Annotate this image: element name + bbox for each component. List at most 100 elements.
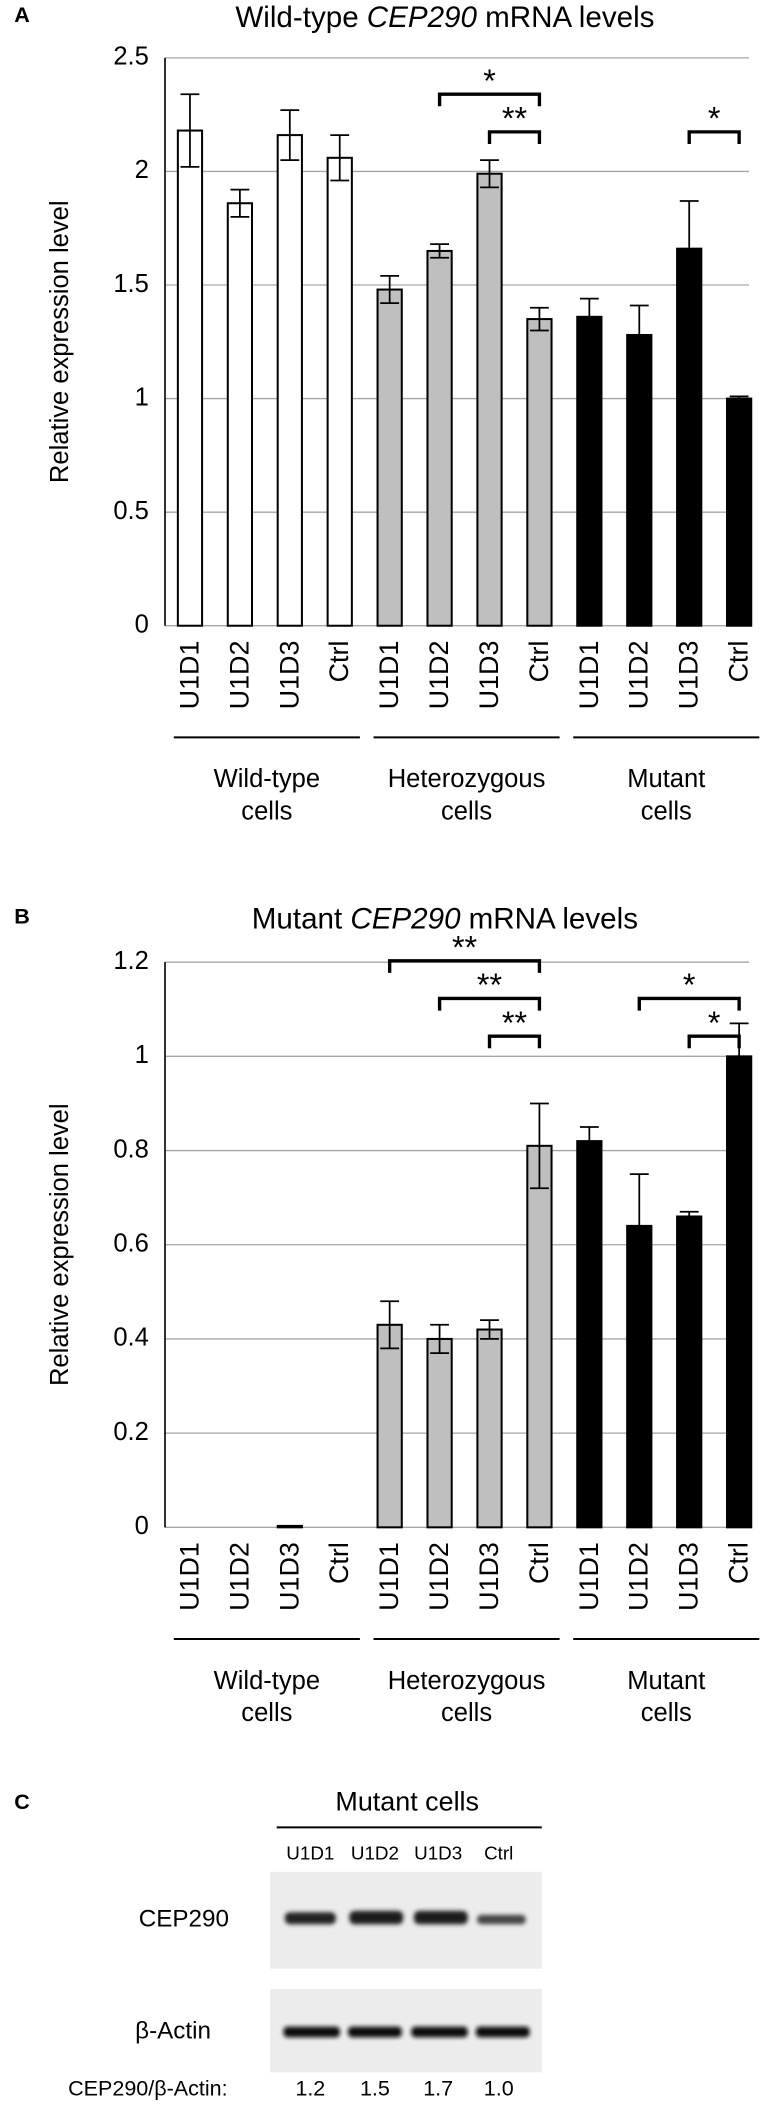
group-label: cells xyxy=(641,798,692,826)
error-bar xyxy=(729,395,749,402)
y-tick-label: 0 xyxy=(135,1512,149,1540)
y-axis-label: Relative expression level xyxy=(46,1103,74,1386)
error-bar xyxy=(530,1102,549,1190)
bar xyxy=(726,397,753,627)
error-bar xyxy=(679,1210,699,1223)
bar xyxy=(426,1337,453,1529)
band xyxy=(349,1910,404,1925)
x-tick-label: U1D1 xyxy=(174,641,204,710)
bar xyxy=(476,1328,503,1529)
y-tick-label: 1.5 xyxy=(113,270,149,298)
y-axis-label: Relative expression level xyxy=(46,201,74,484)
y-tick-label: 0 xyxy=(135,610,149,638)
significance-label: ** xyxy=(477,967,503,1003)
y-tick-label: 1 xyxy=(135,383,149,411)
x-tick-label: U1D3 xyxy=(674,1542,704,1611)
lane-label: U1D1 xyxy=(286,1842,334,1863)
significance-bracket xyxy=(487,130,542,144)
row-label: β-Actin xyxy=(135,2017,211,2044)
x-tick-label: Ctrl xyxy=(324,641,354,683)
title-part: mRNA levels xyxy=(485,1,654,34)
band xyxy=(475,2026,530,2038)
error-bar xyxy=(579,1126,599,1157)
x-tick-label: U1D2 xyxy=(224,641,254,710)
lane-label: U1D3 xyxy=(414,1842,462,1863)
x-tick-label: U1D1 xyxy=(574,1542,604,1611)
blot-title: Mutant cells xyxy=(335,1786,479,1816)
significance-bracket xyxy=(437,92,542,107)
y-tick-label: 0.5 xyxy=(113,497,149,525)
x-tick-label: U1D2 xyxy=(424,641,454,710)
significance-label: * xyxy=(483,63,496,99)
bar xyxy=(376,1323,403,1529)
significance-bracket xyxy=(687,1034,741,1049)
bar xyxy=(176,129,204,627)
group-label: Wild-type xyxy=(214,1667,320,1695)
ratio-value: 1.2 xyxy=(295,2077,325,2101)
x-tick-label: U1D2 xyxy=(424,1542,454,1611)
significance-bracket xyxy=(437,996,542,1011)
error-bar xyxy=(330,134,350,182)
error-bar xyxy=(430,243,450,259)
significance-label: ** xyxy=(502,1005,528,1041)
x-tick-label: U1D1 xyxy=(374,641,404,710)
group-label: Heterozygous xyxy=(388,1667,546,1695)
significance-label: * xyxy=(683,967,696,1003)
error-bar xyxy=(679,200,699,298)
group-label: cells xyxy=(441,1699,492,1727)
significance-bracket xyxy=(387,959,542,973)
group-label: Mutant xyxy=(627,1667,705,1695)
significance-bracket xyxy=(637,996,741,1011)
group-label: Heterozygous xyxy=(388,765,546,793)
significance-bracket xyxy=(687,130,741,144)
ratio-label: CEP290/β-Actin: xyxy=(68,2077,227,2101)
y-tick-label: 0.2 xyxy=(113,1418,149,1446)
group-label: cells xyxy=(641,1699,692,1727)
chart-title: Mutant CEP290 mRNA levels xyxy=(252,902,638,935)
error-bar xyxy=(480,159,499,189)
bar xyxy=(426,249,453,627)
chart-title: Wild-type CEP290 mRNA levels xyxy=(235,1,654,34)
group-label: Mutant xyxy=(627,765,705,793)
bar xyxy=(676,1215,703,1529)
bar xyxy=(676,247,703,627)
x-tick-label: Ctrl xyxy=(724,1542,754,1584)
significance-label: ** xyxy=(502,101,528,137)
title-part: Wild-type xyxy=(235,1,358,34)
bar xyxy=(226,202,254,627)
bands xyxy=(283,1910,530,2038)
bar xyxy=(326,156,353,627)
bar xyxy=(576,1140,603,1529)
y-tick-label: 0.8 xyxy=(113,1135,149,1163)
significance-label: ** xyxy=(452,930,478,966)
y-tick-label: 1.2 xyxy=(113,947,149,975)
bar xyxy=(576,315,603,627)
significance-label: * xyxy=(708,1005,721,1041)
x-tick-label: U1D3 xyxy=(274,1542,304,1611)
error-bar xyxy=(629,304,649,366)
y-tick-label: 2.5 xyxy=(113,43,149,71)
significance-bracket xyxy=(487,1034,542,1049)
error-bar xyxy=(230,188,250,218)
bar xyxy=(526,1144,553,1529)
bar xyxy=(476,172,503,627)
significance-label: * xyxy=(708,101,721,137)
ratio-value: 1.7 xyxy=(423,2077,453,2101)
ratio-value: 1.0 xyxy=(484,2077,514,2101)
x-tick-label: U1D1 xyxy=(174,1542,204,1611)
error-bar xyxy=(380,1300,400,1350)
bar xyxy=(526,318,553,627)
x-tick-label: Ctrl xyxy=(724,641,754,683)
band xyxy=(411,2026,468,2038)
x-tick-label: U1D2 xyxy=(624,641,654,710)
x-tick-label: U1D1 xyxy=(574,641,604,710)
panel-label: A xyxy=(14,3,30,27)
y-tick-label: 1 xyxy=(135,1041,149,1069)
title-part: Mutant xyxy=(252,902,342,935)
error-bar xyxy=(380,275,400,305)
x-tick-label: U1D2 xyxy=(624,1542,654,1611)
lane-label: U1D2 xyxy=(351,1842,399,1863)
group-label: cells xyxy=(241,1699,292,1727)
